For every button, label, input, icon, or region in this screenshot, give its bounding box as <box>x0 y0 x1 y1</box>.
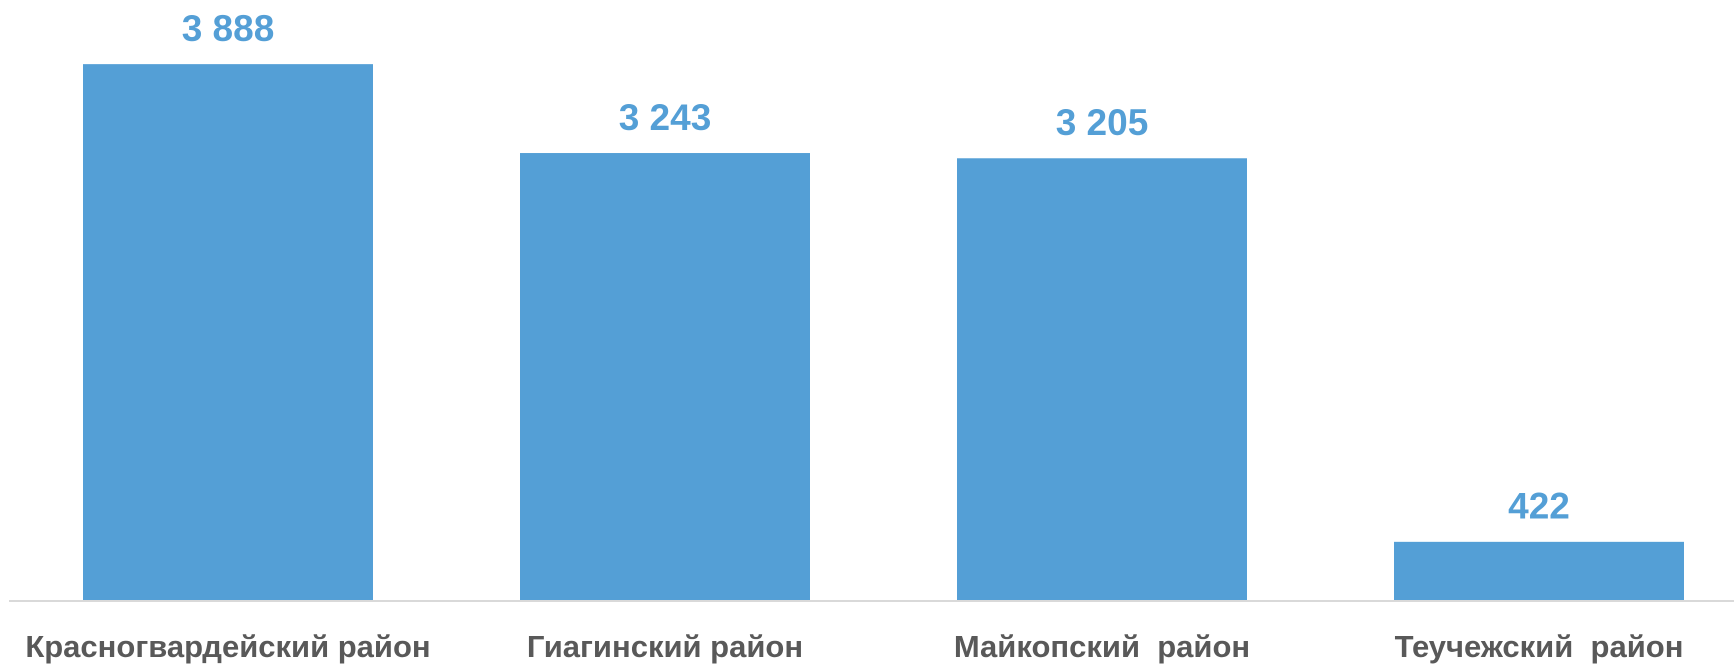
value-label: 422 <box>1508 486 1570 527</box>
bar <box>1394 541 1684 600</box>
bar <box>520 153 810 601</box>
value-label: 3 243 <box>619 97 712 138</box>
bar <box>83 64 373 600</box>
value-label: 3 888 <box>182 8 275 49</box>
value-label: 3 205 <box>1056 102 1149 143</box>
x-tick-label: Теучежский район <box>1395 629 1684 664</box>
bar <box>957 158 1247 600</box>
x-tick-label: Красногвардейский район <box>25 629 430 664</box>
x-tick-label: Майкопский район <box>954 629 1250 664</box>
x-tick-label: Гиагинский район <box>527 629 803 664</box>
